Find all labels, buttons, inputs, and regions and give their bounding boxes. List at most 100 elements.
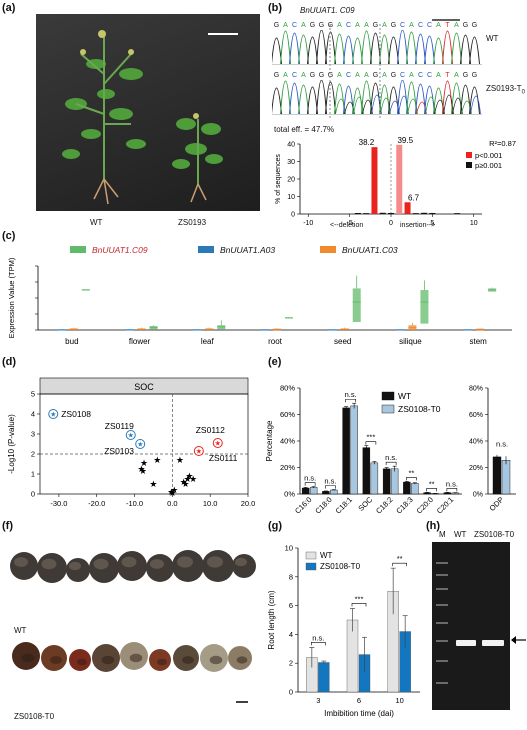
seed-wt-label: WT bbox=[14, 626, 27, 635]
e-odp-category-label: ODP bbox=[488, 495, 506, 513]
c-category-label: seed bbox=[334, 337, 351, 346]
d-highlight-star: ★ bbox=[215, 440, 221, 448]
trace-peak bbox=[307, 86, 318, 115]
trace-peak bbox=[343, 35, 354, 65]
g-sig-label: ** bbox=[397, 554, 403, 563]
trace-peak-secondary bbox=[425, 96, 436, 115]
g-bar bbox=[318, 662, 330, 693]
d-highlight-label: ZS0108 bbox=[61, 409, 91, 419]
b-bar-significant bbox=[404, 202, 411, 214]
trace-peak bbox=[424, 85, 435, 115]
e-legend-label: WT bbox=[398, 391, 411, 401]
c-category-label: stem bbox=[469, 337, 487, 346]
trace-peak bbox=[361, 80, 372, 115]
d-point: ★ bbox=[149, 479, 157, 489]
base-10: A bbox=[364, 72, 369, 79]
d-highlight-ring bbox=[135, 439, 146, 449]
panel-c-letter: (c) bbox=[2, 230, 16, 242]
trace-peak bbox=[334, 33, 345, 65]
b-legend-swatch-red bbox=[466, 152, 472, 158]
trace-peak bbox=[379, 34, 390, 65]
b-bar-nonsignificant bbox=[379, 212, 386, 214]
wt-trace bbox=[272, 30, 482, 65]
base-16: C bbox=[417, 22, 424, 29]
c-legend-label: BnUUAT1.A03 bbox=[220, 245, 275, 255]
c-legend-swatch bbox=[70, 246, 86, 253]
base-5: G bbox=[318, 22, 325, 29]
d-point: ★ bbox=[189, 474, 197, 484]
d-point: ★ bbox=[168, 488, 176, 498]
b-legend-swatch-black bbox=[466, 162, 472, 168]
trace-peak-secondary bbox=[371, 94, 382, 115]
e-odp-y-tick-label: 20% bbox=[469, 465, 483, 472]
g-sig-bracket bbox=[392, 562, 407, 567]
d-point: ★ bbox=[176, 455, 184, 465]
d-point: ★ bbox=[137, 464, 145, 474]
trace-peak bbox=[307, 36, 318, 65]
seed-illustration bbox=[10, 550, 256, 703]
e-category-label: C18:1 bbox=[334, 495, 355, 516]
b-r2: R²=0.87 bbox=[489, 139, 516, 148]
b-legend-nonsig: p≥0.001 bbox=[475, 161, 502, 170]
e-legend-label: ZS0108-T0 bbox=[398, 404, 441, 414]
d-x-tick-label: -30.0 bbox=[50, 499, 67, 508]
trace-peak bbox=[272, 37, 282, 65]
d-y-tick-label: 3 bbox=[31, 430, 35, 439]
e-y-tick-label: 60% bbox=[280, 410, 295, 419]
trace-peak-secondary bbox=[335, 98, 346, 115]
e-bar bbox=[411, 483, 419, 495]
seed-photo bbox=[8, 536, 258, 716]
d-x-tick-label: 0.0 bbox=[167, 499, 177, 508]
plant-photo bbox=[36, 14, 260, 211]
indel-chart: 0 10 20 30 40 -10 -5 0 5 10 % of sequences 38.2 39.5… bbox=[275, 136, 516, 227]
d-y-axis-label: -Log10 (P-value) bbox=[7, 414, 16, 474]
trace-peak bbox=[451, 32, 462, 65]
g-sig-bracket bbox=[311, 642, 326, 646]
wt-seed-highlight bbox=[235, 557, 247, 567]
total-efficiency: total eff. = 47.7% bbox=[274, 125, 335, 134]
e-sig-bracket bbox=[385, 461, 397, 466]
mutant-trace bbox=[272, 80, 482, 115]
trace-peak bbox=[442, 30, 453, 65]
trace-peak-secondary bbox=[353, 96, 364, 115]
plant-illustration bbox=[62, 30, 238, 205]
wt-seed-highlight bbox=[69, 561, 81, 571]
seed-mutant-label: ZS0108-T0 bbox=[14, 712, 55, 721]
b-x-tick-label: 10 bbox=[470, 220, 478, 227]
gel-panel: M WT ZS0108-T0 bbox=[430, 530, 527, 710]
b-data-label: 39.5 bbox=[397, 136, 413, 145]
base-11: G bbox=[372, 22, 379, 29]
e-bar bbox=[330, 489, 338, 495]
d-y-tick-label: 4 bbox=[31, 410, 35, 419]
d-point: ★ bbox=[180, 477, 188, 487]
b-data-label: 38.2 bbox=[359, 138, 375, 147]
e-bar bbox=[350, 405, 358, 495]
e-sig-bracket bbox=[304, 482, 316, 486]
cut-site-lines bbox=[329, 19, 460, 118]
b-y-tick-label: 10 bbox=[287, 194, 295, 201]
base-1: A bbox=[283, 72, 288, 79]
mutant-seed-shadow bbox=[182, 656, 194, 664]
d-y-tick-label: 1 bbox=[31, 470, 35, 479]
c-legend-swatch bbox=[198, 246, 214, 253]
base-18: A bbox=[436, 22, 441, 29]
e-odp-bar bbox=[501, 460, 511, 495]
d-point: ★ bbox=[185, 471, 193, 481]
e-odp-bar bbox=[492, 456, 502, 495]
b-bar-nonsignificant bbox=[388, 212, 394, 214]
base-17: C bbox=[426, 22, 433, 29]
base-18: A bbox=[436, 72, 441, 79]
base-10: A bbox=[364, 22, 369, 29]
e-odp-sig-label: n.s. bbox=[496, 439, 508, 448]
base-17: C bbox=[426, 72, 433, 79]
g-legend-label: WT bbox=[320, 551, 333, 560]
base-14: C bbox=[399, 72, 406, 79]
mutant-seed-shadow bbox=[77, 658, 87, 666]
c-box bbox=[420, 290, 429, 324]
e-y-tick-label: 40% bbox=[280, 437, 295, 446]
panel-g-letter: (g) bbox=[268, 520, 283, 532]
d-highlight-star: ★ bbox=[128, 432, 134, 440]
d-y-tick-label: 2 bbox=[31, 450, 35, 459]
